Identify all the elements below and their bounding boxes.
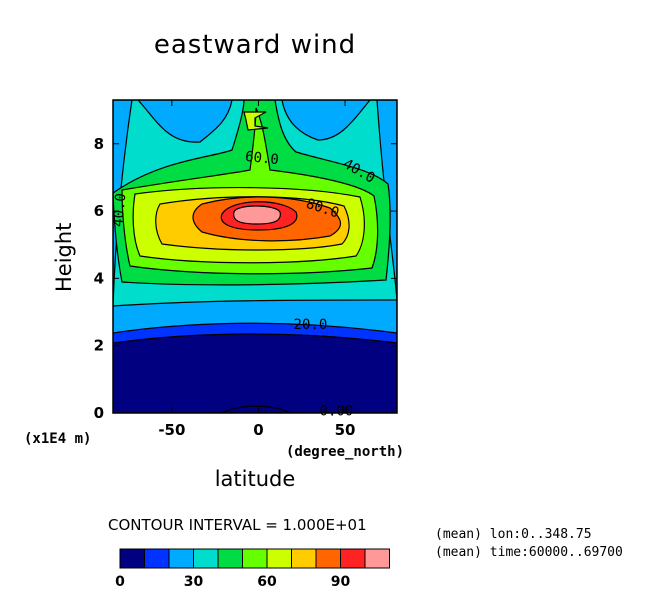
colorbar-cell bbox=[168, 548, 194, 569]
colorbar-tick-label: 90 bbox=[331, 574, 351, 589]
colorbar-cell bbox=[364, 548, 390, 569]
y-tick-label: 2 bbox=[94, 337, 104, 355]
plot-frame bbox=[112, 99, 398, 414]
chart-title: eastward wind bbox=[153, 30, 357, 60]
colorbar: 0 30 60 90 bbox=[115, 548, 390, 589]
colorbar-cell bbox=[291, 548, 317, 569]
colorbar-cell bbox=[315, 548, 341, 569]
mean-time-text: (mean) time:60000..69700 bbox=[435, 545, 623, 560]
contour-label-0: 60.0 bbox=[244, 149, 279, 168]
y-tick-label: 8 bbox=[94, 135, 104, 153]
band-top-closed bbox=[243, 111, 269, 131]
x-axis-unit: (degree_north) bbox=[286, 444, 405, 460]
y-axis-unit: (x1E4 m) bbox=[24, 431, 92, 447]
y-tick-label: 4 bbox=[94, 269, 104, 287]
colorbar-tick-label: 0 bbox=[115, 574, 125, 589]
x-axis-label: latitude bbox=[214, 467, 296, 491]
colorbar-cell bbox=[340, 548, 366, 569]
colorbar-cell bbox=[266, 548, 292, 569]
contour-interval-text: CONTOUR INTERVAL = 1.000E+01 bbox=[108, 516, 367, 534]
y-axis-label: Height bbox=[52, 222, 76, 292]
colorbar-cell bbox=[193, 548, 219, 569]
contour-bands bbox=[113, 100, 397, 413]
mean-lon-text: (mean) lon:0..348.75 bbox=[435, 527, 592, 542]
x-tick-label: -50 bbox=[158, 421, 185, 439]
colorbar-cell bbox=[242, 548, 268, 569]
contour-label-4: 20.0 bbox=[294, 317, 328, 333]
colorbar-cell bbox=[119, 548, 145, 569]
colorbar-cell bbox=[217, 548, 243, 569]
y-tick-label: 6 bbox=[94, 202, 104, 220]
x-tick-label: 0 bbox=[253, 421, 263, 439]
colorbar-cell bbox=[144, 548, 170, 569]
band-0 bbox=[113, 333, 397, 413]
band-100 bbox=[233, 205, 281, 225]
axis-ticks: -50 0 50 0 2 4 6 8 bbox=[94, 100, 397, 439]
x-tick-label: 50 bbox=[335, 421, 356, 439]
contour-label-5: 0.00 bbox=[320, 403, 354, 419]
colorbar-tick-label: 30 bbox=[184, 574, 204, 589]
contour-label-3: 40.0 bbox=[110, 193, 129, 228]
colorbar-tick-label: 60 bbox=[257, 574, 277, 589]
y-tick-label: 0 bbox=[94, 404, 104, 422]
